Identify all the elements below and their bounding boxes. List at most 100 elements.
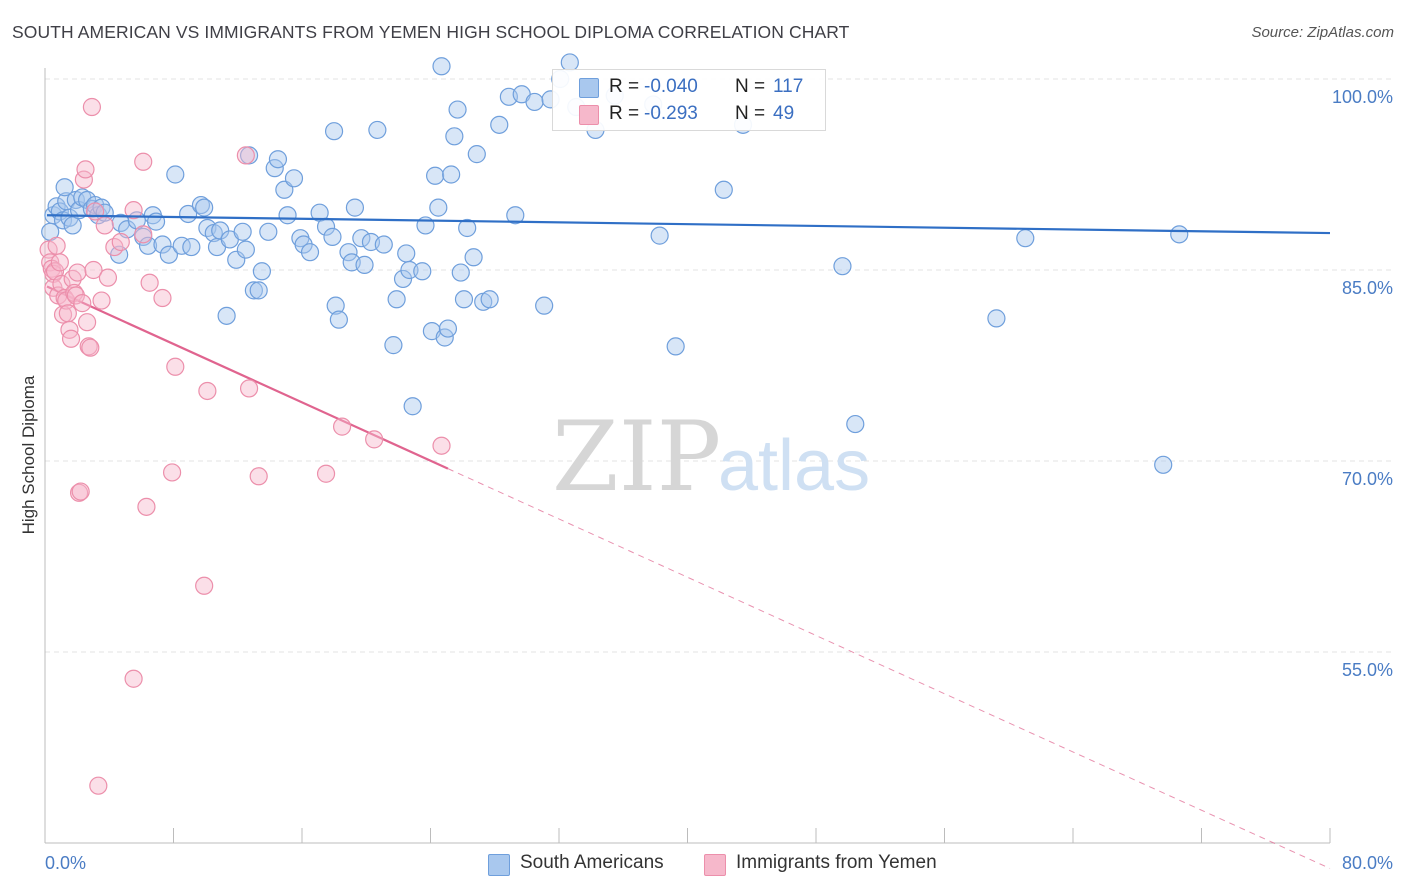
data-point-immigrants-from-yemen — [47, 236, 66, 255]
data-point-south-americans — [1170, 225, 1189, 244]
data-point-south-americans — [442, 165, 461, 184]
tick-labels: 55.0% 70.0% 85.0% 100.0% 0.0% 80.0% — [45, 87, 1393, 873]
y-tick-label: 100.0% — [1332, 87, 1393, 107]
data-point-immigrants-from-yemen — [52, 274, 71, 294]
data-point-south-americans — [1154, 455, 1173, 474]
data-point-south-americans — [403, 397, 422, 416]
blue-swatch — [579, 78, 599, 98]
data-point-immigrants-from-yemen — [195, 576, 214, 595]
data-point-south-americans — [714, 180, 733, 199]
data-point-immigrants-from-yemen — [61, 329, 81, 348]
data-point-immigrants-from-yemen — [124, 669, 143, 688]
data-point-south-americans — [426, 166, 445, 185]
data-point-immigrants-from-yemen — [89, 776, 108, 795]
data-point-south-americans — [329, 310, 348, 329]
legend-label: Immigrants from Yemen — [736, 852, 937, 873]
data-point-south-americans — [387, 290, 406, 309]
data-point-immigrants-from-yemen — [81, 338, 100, 357]
x-tick-label: 80.0% — [1342, 853, 1393, 873]
data-point-south-americans — [355, 255, 374, 275]
data-point-immigrants-from-yemen — [162, 463, 182, 482]
r-value: -0.040 — [644, 76, 698, 97]
data-point-south-americans — [448, 100, 467, 119]
data-point-immigrants-from-yemen — [134, 152, 153, 171]
data-point-south-americans — [55, 178, 74, 197]
data-point-immigrants-from-yemen — [58, 304, 77, 323]
data-point-immigrants-from-yemen — [66, 286, 85, 305]
data-point-south-americans — [432, 57, 451, 76]
data-point-immigrants-from-yemen — [432, 436, 451, 455]
data-point-immigrants-from-yemen — [239, 379, 259, 398]
blue-swatch — [488, 854, 510, 876]
data-point-south-americans — [525, 92, 544, 112]
data-point-south-americans — [323, 227, 342, 246]
trend-line-immigrants-from-yemen — [46, 285, 449, 470]
n-label: N = — [735, 76, 766, 97]
data-point-south-americans — [252, 262, 272, 281]
y-tick-label: 70.0% — [1342, 469, 1393, 489]
data-point-south-americans — [451, 263, 470, 282]
data-point-immigrants-from-yemen — [41, 253, 60, 272]
data-point-south-americans — [506, 206, 525, 225]
data-point-south-americans — [374, 235, 393, 254]
data-point-south-americans — [1016, 229, 1035, 248]
data-point-south-americans — [159, 245, 178, 264]
pink-trend-line — [46, 285, 1331, 869]
data-point-south-americans — [650, 226, 669, 245]
data-point-south-americans — [326, 296, 345, 315]
n-label: N = — [735, 103, 766, 124]
r-label: R = — [609, 103, 640, 124]
data-point-immigrants-from-yemen — [50, 253, 69, 272]
pink-swatch — [579, 105, 599, 125]
trend-line-south-americans — [46, 214, 1331, 235]
r-label: R = — [609, 76, 640, 97]
data-point-south-americans — [464, 248, 483, 267]
data-point-south-americans — [259, 222, 278, 241]
data-point-immigrants-from-yemen — [68, 263, 87, 282]
data-point-immigrants-from-yemen — [71, 482, 90, 501]
stats-row-blue: R = -0.040 N = 117 — [553, 74, 825, 102]
data-point-immigrants-from-yemen — [249, 467, 268, 486]
data-point-immigrants-from-yemen — [111, 232, 130, 252]
data-point-south-americans — [268, 150, 288, 169]
data-point-south-americans — [368, 120, 387, 140]
data-point-south-americans — [191, 195, 211, 215]
r-value: -0.293 — [644, 103, 698, 124]
data-point-south-americans — [454, 290, 474, 309]
data-point-south-americans — [987, 309, 1006, 328]
data-point-immigrants-from-yemen — [153, 288, 172, 308]
data-point-south-americans — [249, 281, 268, 300]
data-point-south-americans — [429, 198, 448, 217]
data-point-immigrants-from-yemen — [166, 357, 185, 376]
data-point-south-americans — [846, 414, 865, 434]
data-point-south-americans — [300, 243, 320, 262]
data-point-south-americans — [138, 236, 158, 255]
data-point-south-americans — [63, 216, 82, 235]
data-point-immigrants-from-yemen — [77, 313, 97, 332]
data-point-south-americans — [217, 306, 236, 325]
data-point-south-americans — [445, 127, 464, 146]
axes — [44, 68, 1331, 844]
data-point-immigrants-from-yemen — [95, 216, 114, 235]
watermark-zip: ZIP — [552, 401, 721, 513]
stats-box: R = -0.040 N = 117 R = -0.293 N = 49 — [552, 69, 826, 131]
data-point-immigrants-from-yemen — [236, 146, 255, 165]
data-point-immigrants-from-yemen — [76, 160, 95, 179]
data-point-south-americans — [384, 336, 403, 355]
data-point-south-americans — [393, 269, 413, 289]
data-point-south-americans — [352, 229, 371, 248]
blue-trend-line — [46, 214, 1331, 235]
data-point-immigrants-from-yemen — [365, 430, 384, 449]
x-tick-label: 0.0% — [45, 853, 86, 873]
data-point-immigrants-from-yemen — [140, 273, 159, 292]
data-point-south-americans — [244, 281, 263, 300]
data-point-south-americans — [233, 222, 252, 241]
data-point-south-americans — [480, 290, 499, 309]
data-point-south-americans — [195, 198, 214, 217]
data-point-south-americans — [833, 257, 852, 276]
data-point-immigrants-from-yemen — [98, 268, 118, 287]
data-point-south-americans — [278, 206, 297, 225]
n-value: 117 — [773, 76, 804, 97]
data-point-immigrants-from-yemen — [134, 225, 153, 244]
